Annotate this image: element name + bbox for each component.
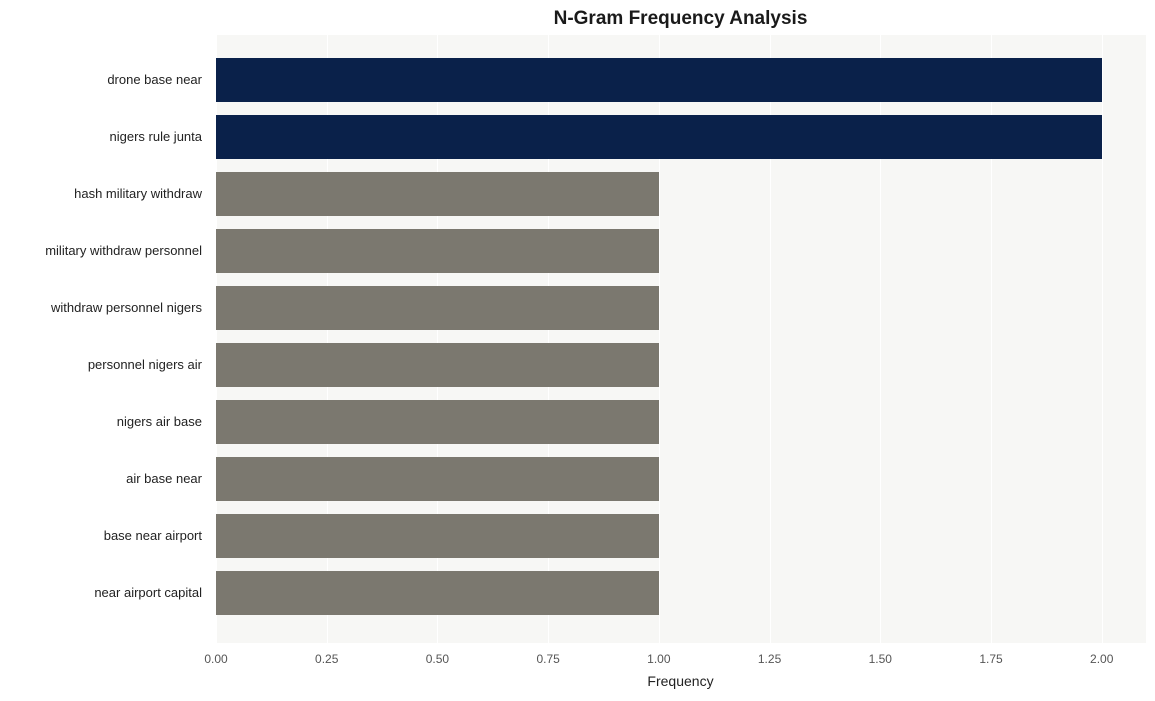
- bar-row: [216, 286, 1146, 330]
- bar: [216, 400, 659, 444]
- bar: [216, 571, 659, 615]
- y-tick-label: withdraw personnel nigers: [0, 286, 209, 330]
- x-tick-label: 0.75: [536, 652, 559, 666]
- x-axis-label: Frequency: [216, 673, 1145, 689]
- x-tick-label: 1.00: [647, 652, 670, 666]
- bar: [216, 229, 659, 273]
- bar-row: [216, 571, 1146, 615]
- bar-row: [216, 172, 1146, 216]
- plot-area: [216, 35, 1146, 643]
- bar-row: [216, 229, 1146, 273]
- bar: [216, 115, 1102, 159]
- y-tick-label: near airport capital: [0, 571, 209, 615]
- bar: [216, 172, 659, 216]
- x-tick-label: 1.50: [869, 652, 892, 666]
- bar-row: [216, 115, 1146, 159]
- bar-row: [216, 457, 1146, 501]
- y-tick-label: drone base near: [0, 58, 209, 102]
- chart-title: N-Gram Frequency Analysis: [216, 8, 1145, 30]
- bar: [216, 343, 659, 387]
- y-tick-label: air base near: [0, 457, 209, 501]
- x-tick-label: 1.25: [758, 652, 781, 666]
- bar-row: [216, 514, 1146, 558]
- x-tick-label: 0.50: [426, 652, 449, 666]
- y-tick-label: hash military withdraw: [0, 172, 209, 216]
- bar-row: [216, 58, 1146, 102]
- bar-row: [216, 343, 1146, 387]
- bar: [216, 58, 1102, 102]
- y-tick-label: nigers rule junta: [0, 115, 209, 159]
- x-tick-label: 0.00: [204, 652, 227, 666]
- bar: [216, 286, 659, 330]
- x-tick-label: 1.75: [979, 652, 1002, 666]
- y-tick-label: military withdraw personnel: [0, 229, 209, 273]
- y-tick-label: base near airport: [0, 514, 209, 558]
- x-tick-label: 0.25: [315, 652, 338, 666]
- bar: [216, 514, 659, 558]
- bar: [216, 457, 659, 501]
- y-tick-label: personnel nigers air: [0, 343, 209, 387]
- y-tick-label: nigers air base: [0, 400, 209, 444]
- x-tick-label: 2.00: [1090, 652, 1113, 666]
- ngram-chart: N-Gram Frequency Analysis Frequency dron…: [0, 0, 1155, 701]
- bar-row: [216, 400, 1146, 444]
